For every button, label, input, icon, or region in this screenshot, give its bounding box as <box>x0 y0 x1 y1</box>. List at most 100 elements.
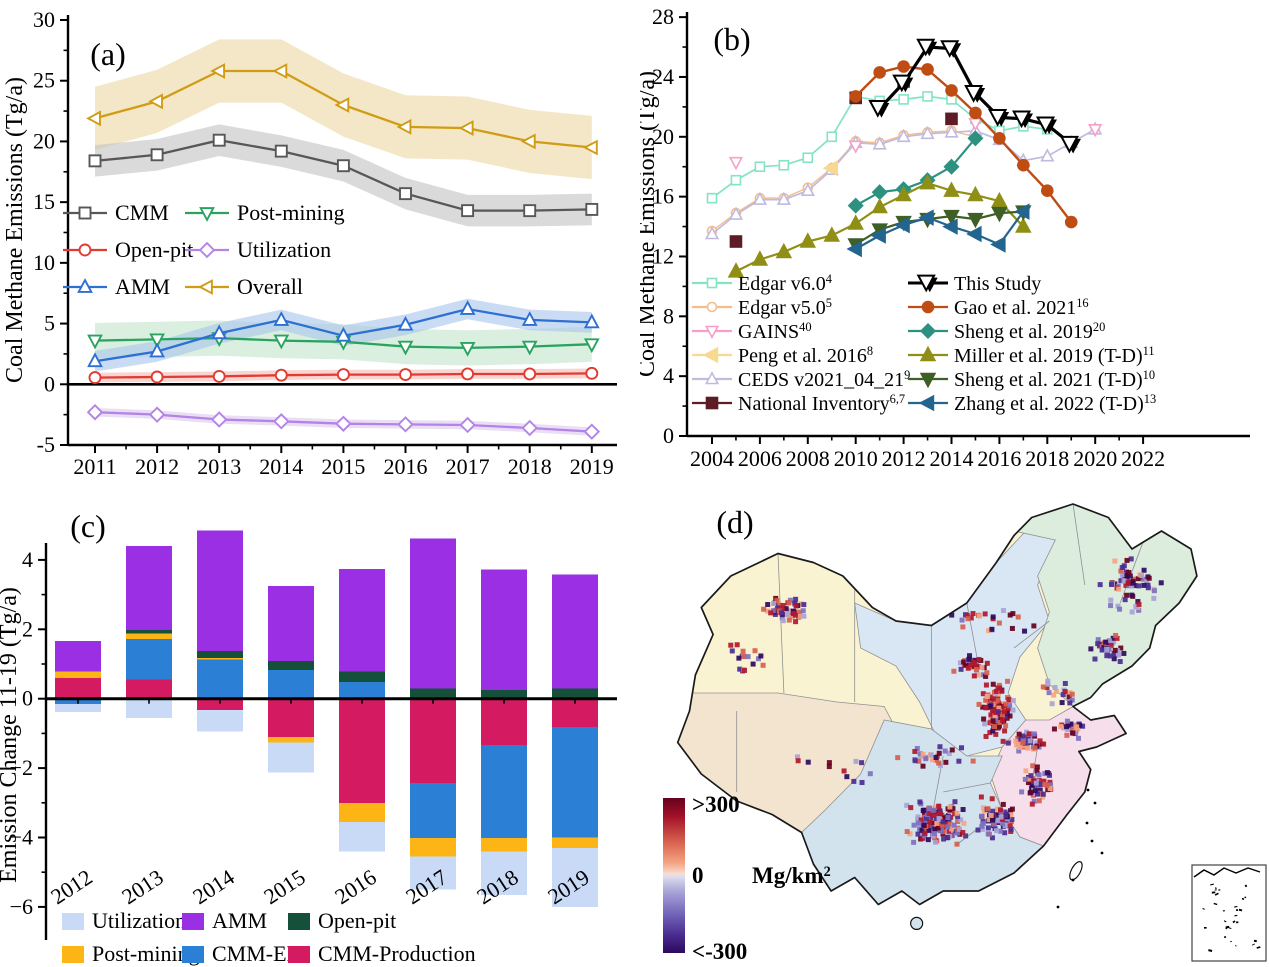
svg-text:2016: 2016 <box>977 446 1021 471</box>
panel-b-series <box>704 38 1103 278</box>
panel-a-emissions-timeseries: 30 25 20 15 10 5 0 -5 2011 2012 2013 2014 2015 2016 20… <box>0 0 640 490</box>
svg-text:Utilization: Utilization <box>237 237 331 262</box>
svg-text:2020: 2020 <box>1073 446 1117 471</box>
svg-text:5: 5 <box>44 311 55 336</box>
svg-text:Emission Change 11-19 (Tg/a): Emission Change 11-19 (Tg/a) <box>0 587 22 883</box>
svg-text:4: 4 <box>22 547 33 572</box>
svg-text:2019: 2019 <box>570 454 614 479</box>
svg-text:CMM: CMM <box>115 200 169 225</box>
svg-text:Mg/km2: Mg/km2 <box>752 863 831 888</box>
panel-d-china-map: >300 0 <-300 Mg/km2 (d) <box>640 485 1269 967</box>
svg-text:Sheng et al. 2021 (T-D)10: Sheng et al. 2021 (T-D)10 <box>954 368 1155 391</box>
svg-text:(d): (d) <box>716 504 753 540</box>
svg-text:10: 10 <box>33 250 55 275</box>
panel-c-bars <box>55 530 598 907</box>
svg-text:Edgar v6.04: Edgar v6.04 <box>738 272 832 295</box>
svg-text:Coal Methane Emissions (Tg/a): Coal Methane Emissions (Tg/a) <box>640 71 660 377</box>
svg-text:4: 4 <box>663 363 674 388</box>
svg-text:2004: 2004 <box>690 446 734 471</box>
svg-text:Miller et al. 2019 (T-D)11: Miller et al. 2019 (T-D)11 <box>954 344 1155 367</box>
svg-text:2008: 2008 <box>786 446 830 471</box>
map-grid-cells <box>728 556 1164 847</box>
svg-text:This Study: This Study <box>954 273 1041 295</box>
panel-a-legend: CMM Open-pit AMM Post-mining Utilization Over… <box>63 200 345 299</box>
svg-text:Edgar v5.05: Edgar v5.05 <box>738 296 832 319</box>
svg-text:Overall: Overall <box>237 274 303 299</box>
svg-text:2015: 2015 <box>259 864 310 909</box>
svg-text:Zhang et al. 2022 (T-D)13: Zhang et al. 2022 (T-D)13 <box>954 392 1156 415</box>
svg-text:2012: 2012 <box>135 454 179 479</box>
svg-text:GAINS40: GAINS40 <box>738 320 812 343</box>
svg-text:Coal Methane Emissions (Tg/a): Coal Methane Emissions (Tg/a) <box>2 77 28 383</box>
svg-text:-5: -5 <box>37 432 55 457</box>
svg-text:2012: 2012 <box>46 864 97 909</box>
panel-c-legend: Utilization AMM Open-pit Post-mining CMM-EF C… <box>62 908 476 966</box>
svg-text:CMM-Production: CMM-Production <box>318 941 476 966</box>
svg-text:15: 15 <box>33 189 55 214</box>
svg-text:(c): (c) <box>70 508 106 544</box>
panel-c-emission-change-bars: 4 2 0 −2 −4 −6 2012 2013 2014 2015 2016 2017 2018 201… <box>0 485 640 967</box>
svg-text:20: 20 <box>33 128 55 153</box>
panel-b-study-comparison: 0 4 8 12 16 20 24 28 2004 2006 2008 2010 2012 2014 201… <box>634 0 1269 490</box>
svg-text:12: 12 <box>652 243 674 268</box>
svg-text:2014: 2014 <box>188 864 239 909</box>
svg-text:2016: 2016 <box>384 454 428 479</box>
svg-text:30: 30 <box>33 7 55 32</box>
svg-text:16: 16 <box>652 184 674 209</box>
svg-text:Open-pit: Open-pit <box>318 908 396 933</box>
svg-text:−2: −2 <box>10 755 33 780</box>
svg-text:2018: 2018 <box>1025 446 1069 471</box>
svg-text:Peng et al. 20168: Peng et al. 20168 <box>738 344 873 367</box>
china-outline <box>676 503 1198 906</box>
svg-text:28: 28 <box>652 4 674 29</box>
svg-text:−6: −6 <box>10 894 33 919</box>
svg-text:National Inventory6,7: National Inventory6,7 <box>738 392 905 415</box>
svg-text:(b): (b) <box>713 21 750 57</box>
svg-text:2016: 2016 <box>330 864 381 909</box>
hainan-island <box>910 916 924 930</box>
south-china-sea-inset <box>1191 864 1267 962</box>
taiwan-island <box>1069 861 1083 881</box>
svg-text:2014: 2014 <box>930 446 974 471</box>
svg-text:Post-mining: Post-mining <box>237 200 345 225</box>
svg-text:2015: 2015 <box>321 454 365 479</box>
svg-text:AMM: AMM <box>212 908 267 933</box>
svg-text:0: 0 <box>692 863 704 888</box>
svg-text:2022: 2022 <box>1121 446 1165 471</box>
svg-text:AMM: AMM <box>115 274 170 299</box>
svg-text:Utilization: Utilization <box>92 908 186 933</box>
svg-text:CEDS v2021_04_219: CEDS v2021_04_219 <box>738 368 910 391</box>
svg-text:0: 0 <box>22 686 33 711</box>
svg-text:20: 20 <box>652 124 674 149</box>
svg-text:Open-pit: Open-pit <box>115 237 193 262</box>
svg-text:2011: 2011 <box>73 454 116 479</box>
svg-text:2013: 2013 <box>197 454 241 479</box>
svg-text:2013: 2013 <box>117 864 168 909</box>
svg-text:−4: −4 <box>10 825 33 850</box>
svg-text:0: 0 <box>663 423 674 448</box>
svg-text:2018: 2018 <box>508 454 552 479</box>
svg-text:2: 2 <box>22 616 33 641</box>
svg-text:0: 0 <box>44 371 55 396</box>
svg-text:Sheng et al. 201920: Sheng et al. 201920 <box>954 320 1105 343</box>
svg-text:(a): (a) <box>90 36 126 72</box>
svg-text:Gao et al. 202116: Gao et al. 202116 <box>954 296 1089 319</box>
svg-text:2006: 2006 <box>738 446 782 471</box>
svg-text:2012: 2012 <box>882 446 926 471</box>
svg-text:25: 25 <box>33 68 55 93</box>
panel-a-series <box>86 63 601 440</box>
panel-c-chart: 420−2−4−6 2012 2013 2014 2015 2016 2017 2018 201… <box>0 508 617 966</box>
map-colorbar: >300 0 <-300 Mg/km2 <box>663 792 831 964</box>
svg-text:8: 8 <box>663 303 674 328</box>
map-regions <box>677 504 1197 905</box>
svg-text:2017: 2017 <box>446 454 490 479</box>
panel-d-map: >300 0 <-300 Mg/km2 (d) <box>663 503 1267 964</box>
svg-text:>300: >300 <box>692 792 740 817</box>
svg-text:2014: 2014 <box>259 454 303 479</box>
svg-text:Post-mining: Post-mining <box>92 941 200 966</box>
svg-text:2010: 2010 <box>834 446 878 471</box>
